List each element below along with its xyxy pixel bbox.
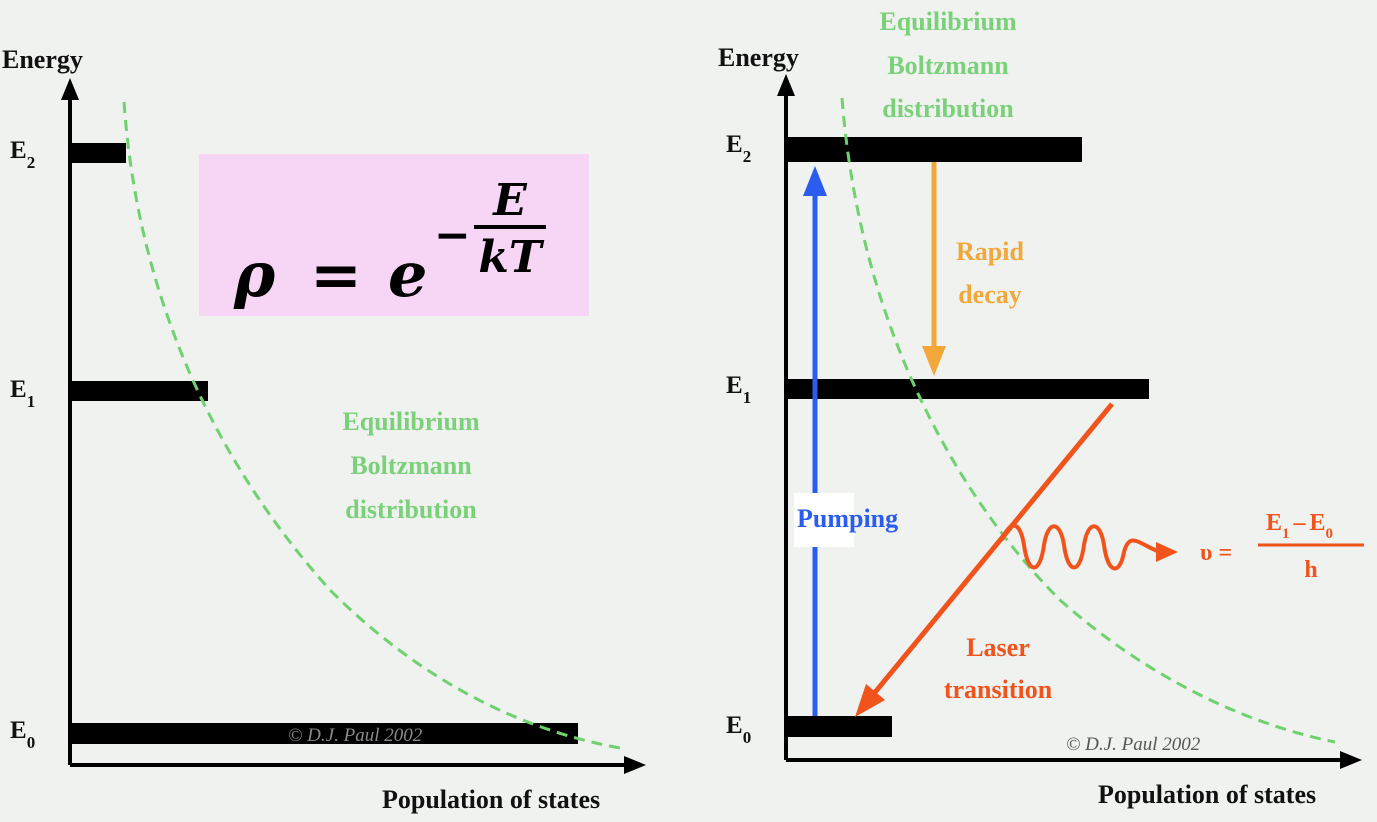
decay-label-line-1: Rapid (956, 237, 1024, 266)
right-y-axis-arrowhead (777, 74, 795, 96)
right-level-e1-bar (786, 379, 1149, 399)
left-y-axis-label: Energy (2, 45, 83, 74)
left-x-axis-label: Population of states (382, 785, 600, 814)
right-level-e2-bar (786, 137, 1082, 162)
right-level-e1-label: E1 (726, 372, 751, 407)
right-level-e0-bar (786, 716, 892, 737)
left-level-e2-label: E2 (10, 137, 35, 172)
laser-arrow-shaft (870, 402, 1114, 698)
right-y-axis-label: Energy (718, 43, 799, 72)
right-curve-label-line-2: Boltzmann (887, 51, 1009, 80)
formula-minus: − (434, 210, 471, 261)
pumping-label-background (794, 493, 854, 547)
right-level-e0-label: E0 (726, 712, 751, 747)
pumping-label: Pumping (797, 504, 898, 533)
right-x-axis-arrowhead (1340, 751, 1362, 769)
formula-base: e (388, 238, 427, 311)
left-y-axis-arrowhead (61, 78, 79, 100)
left-level-e2-bar (70, 143, 126, 163)
formula-exponent-denominator: kT (478, 232, 544, 283)
right-curve-label-line-3: distribution (882, 94, 1014, 123)
right-curve-label-line-1: Equilibrium (879, 7, 1017, 36)
formula-equals: = (310, 238, 362, 311)
decay-label-line-2: decay (958, 280, 1022, 309)
decay-arrow-head (922, 346, 946, 376)
laser-label-line-1: Laser (966, 633, 1030, 662)
left-level-e0-label: E0 (10, 717, 35, 752)
left-curve-label-line-2: Boltzmann (350, 451, 472, 480)
laser-arrow-head (855, 684, 885, 717)
left-level-e0-bar (70, 723, 578, 744)
left-panel: Energy Population of states E2 E1 E0 © D… (2, 45, 646, 814)
left-level-e1-bar (70, 381, 208, 401)
right-copyright: © D.J. Paul 2002 (1066, 734, 1201, 755)
pumping-arrow-head (803, 166, 827, 196)
right-panel: Energy Population of states E2 E1 E0 Equ… (718, 7, 1364, 809)
right-level-e2-label: E2 (726, 131, 751, 166)
right-boltzmann-curve (840, 97, 1336, 744)
laser-label-line-2: transition (944, 675, 1053, 704)
right-x-axis-label: Population of states (1098, 780, 1316, 809)
left-level-e1-label: E1 (10, 376, 35, 411)
left-x-axis-arrowhead (624, 756, 646, 774)
frequency-symbol: υ = (1200, 540, 1232, 566)
formula-exponent-numerator: E (491, 175, 528, 226)
left-curve-label-line-3: distribution (345, 495, 477, 524)
formula-lhs: ρ (233, 238, 276, 311)
photon-arrow-head (1156, 542, 1178, 562)
frequency-numerator: E1– E0 (1266, 510, 1333, 542)
left-curve-label-line-1: Equilibrium (342, 407, 480, 436)
left-boltzmann-curve (122, 101, 621, 750)
frequency-denominator: h (1304, 557, 1317, 583)
formula-box (199, 154, 589, 316)
photon-wave (1000, 523, 1161, 571)
left-copyright: © D.J. Paul 2002 (288, 725, 423, 746)
